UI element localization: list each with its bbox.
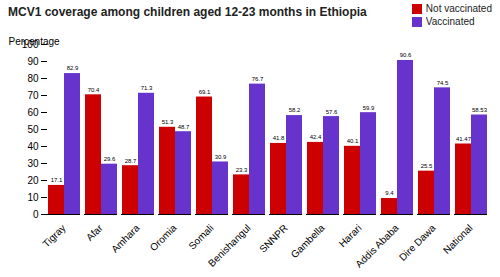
html-text:Vaccinated: Vaccinated — [425, 16, 475, 27]
svg-text:82.9: 82.9 — [67, 65, 79, 71]
svg-text:90.6: 90.6 — [400, 52, 412, 58]
svg-text:25.5: 25.5 — [421, 163, 433, 169]
svg-text:30: 30 — [27, 158, 39, 169]
svg-text:29.6: 29.6 — [104, 156, 116, 162]
svg-text:9.4: 9.4 — [385, 190, 394, 196]
svg-text:74.5: 74.5 — [437, 80, 449, 86]
svg-text:Afar: Afar — [84, 222, 105, 243]
html-text:MCV1 coverage among children a: MCV1 coverage among children aged 12-23 … — [8, 5, 367, 19]
svg-text:70: 70 — [27, 90, 39, 101]
svg-text:69.1: 69.1 — [199, 89, 211, 95]
svg-text:17.1: 17.1 — [51, 177, 63, 183]
svg-text:28.7: 28.7 — [125, 158, 137, 164]
svg-text:National: National — [441, 222, 475, 256]
html-text:Not vaccinated: Not vaccinated — [425, 3, 492, 14]
svg-text:Tigray: Tigray — [41, 222, 68, 249]
svg-text:Oromia: Oromia — [148, 222, 179, 253]
svg-text:Gambella: Gambella — [289, 222, 327, 260]
svg-text:76.7: 76.7 — [252, 76, 264, 82]
svg-text:23.3: 23.3 — [236, 167, 248, 173]
svg-text:59.9: 59.9 — [363, 105, 375, 111]
svg-text:40.1: 40.1 — [347, 138, 359, 144]
svg-text:51.3: 51.3 — [162, 119, 174, 125]
svg-text:41.47: 41.47 — [456, 136, 472, 142]
svg-text:20: 20 — [27, 175, 39, 186]
svg-text:Amhara: Amhara — [109, 222, 142, 255]
svg-text:40: 40 — [27, 141, 39, 152]
svg-text:SNNPR: SNNPR — [257, 222, 290, 255]
svg-text:42.4: 42.4 — [310, 134, 322, 140]
svg-text:60: 60 — [27, 107, 39, 118]
svg-text:50: 50 — [27, 124, 39, 135]
svg-text:90: 90 — [27, 56, 39, 67]
svg-text:80: 80 — [27, 73, 39, 84]
svg-text:30.9: 30.9 — [215, 154, 227, 160]
svg-text:Harari: Harari — [337, 222, 364, 249]
svg-text:41.8: 41.8 — [273, 135, 285, 141]
svg-text:70.4: 70.4 — [88, 87, 100, 93]
svg-text:Somali: Somali — [186, 222, 215, 251]
svg-text:0: 0 — [33, 209, 39, 220]
svg-text:58.2: 58.2 — [289, 107, 301, 113]
svg-text:Dire Dawa: Dire Dawa — [397, 222, 438, 263]
svg-text:48.7: 48.7 — [178, 124, 190, 130]
svg-text:71.3: 71.3 — [141, 85, 153, 91]
svg-text:10: 10 — [27, 192, 39, 203]
svg-text:57.6: 57.6 — [326, 109, 338, 115]
svg-text:58.53: 58.53 — [472, 107, 488, 113]
svg-text:Addis Ababa: Addis Ababa — [353, 222, 401, 270]
svg-text:Percentage: Percentage — [9, 36, 61, 47]
svg-text:Benishangul: Benishangul — [206, 222, 253, 269]
